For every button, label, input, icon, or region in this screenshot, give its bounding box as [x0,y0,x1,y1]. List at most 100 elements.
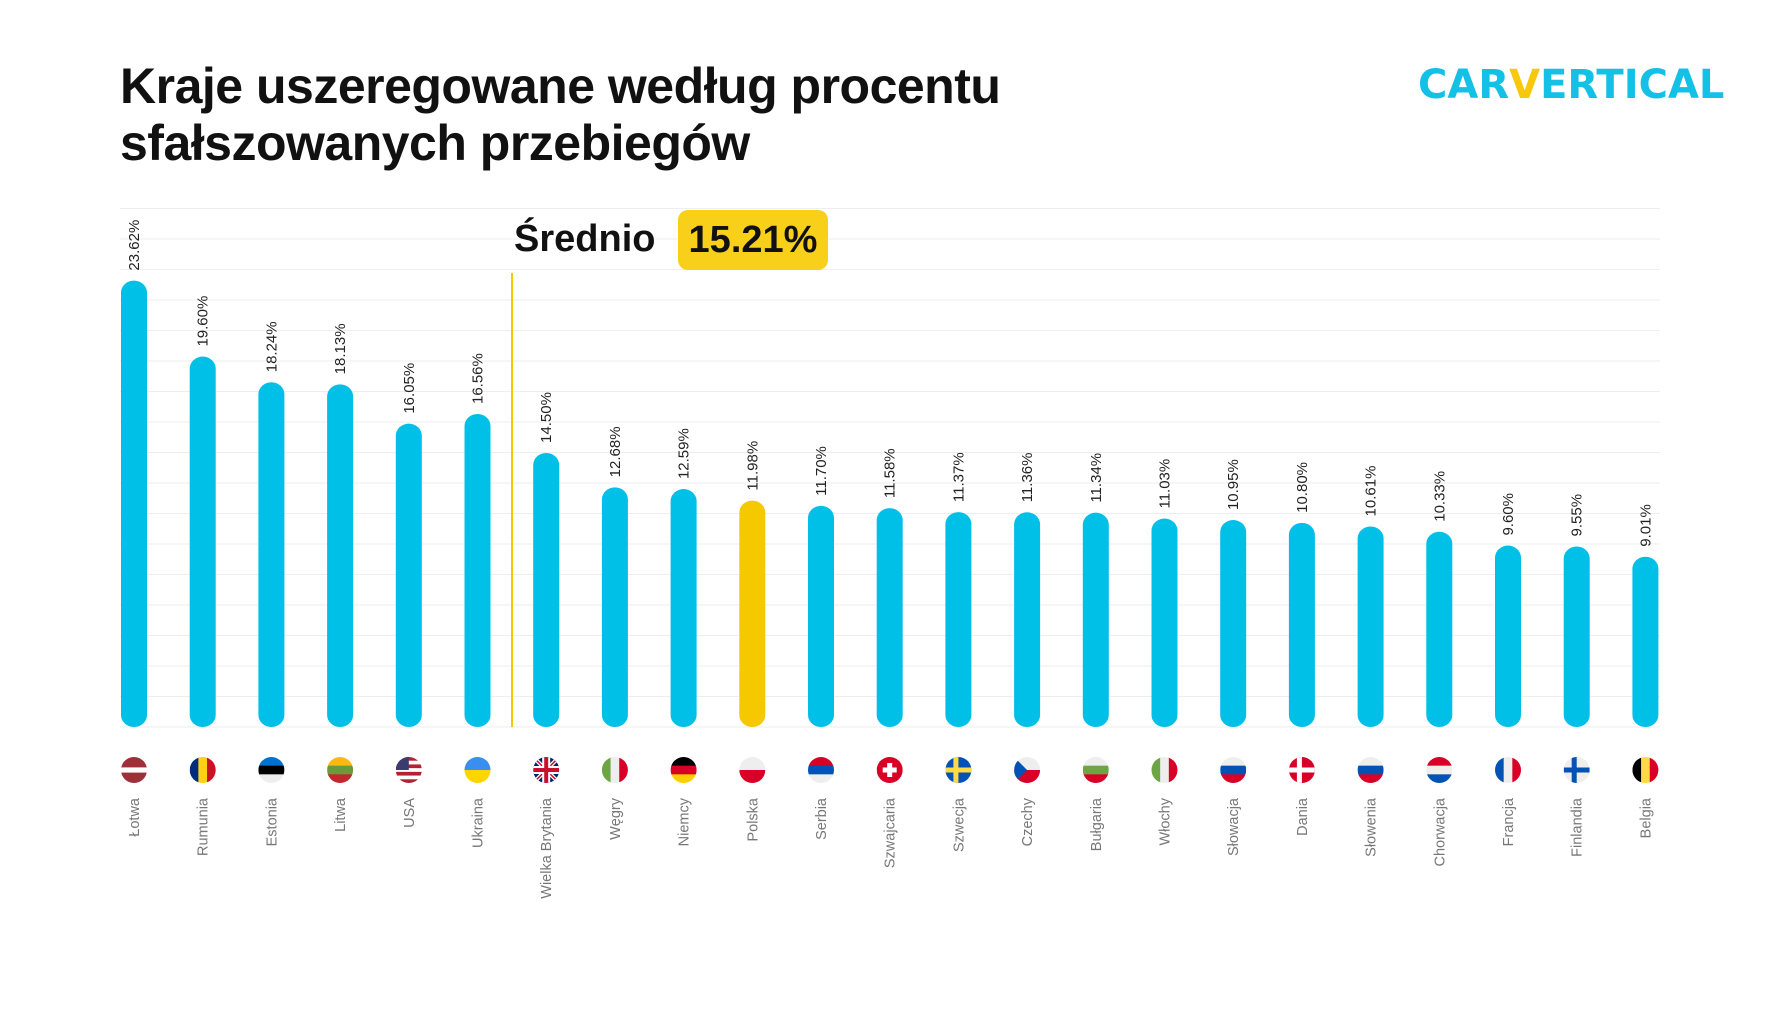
bar [1426,531,1453,727]
bar [533,452,560,727]
value-label: 10.95% [1225,459,1242,510]
bar [808,505,834,727]
category-label: USA [402,798,418,828]
finland-flag-icon [1563,757,1590,783]
bulgaria-flag-icon [1082,757,1109,783]
value-label: 18.13% [332,323,349,374]
category-label: Francja [1501,797,1517,846]
bar [121,280,147,727]
value-label: 9.01% [1637,504,1654,547]
logo-v: V [1509,62,1541,108]
value-label: 11.03% [1157,459,1174,509]
denmark-flag-icon [1288,757,1315,783]
bar [1082,512,1109,727]
value-label: 12.68% [607,426,624,477]
value-label: 18.24% [263,321,280,372]
category-label: Rumunia [196,797,212,856]
france-flag-icon [1495,757,1521,783]
category-label: Słowenia [1364,797,1380,857]
value-label: 9.60% [1500,493,1517,536]
value-label: 12.59% [676,428,693,479]
category-label: Szwajcaria [883,797,899,868]
slovenia-flag-icon [1357,757,1384,783]
category-label: Estonia [264,797,280,846]
bar [1632,556,1659,727]
bar [189,356,216,727]
bar [1014,512,1041,727]
category-label: Słowacja [1226,797,1242,856]
sweden-flag-icon [945,757,972,783]
slovakia-flag-icon [1220,757,1247,783]
bar [1151,518,1178,727]
category-label: Dania [1295,797,1311,836]
average-label: Średnio [514,218,656,260]
usa-flag-icon [395,757,422,783]
bar [670,489,697,727]
value-label: 16.56% [470,353,487,404]
category-label: Bułgaria [1089,797,1105,851]
bar [739,500,766,727]
ukraine-flag-icon [464,757,491,783]
category-label: Belgia [1638,797,1654,838]
value-label: 16.05% [401,363,418,414]
poland-flag-icon [739,757,766,783]
croatia-flag-icon [1426,757,1453,783]
romania-flag-icon [189,757,216,783]
logo-part: ERTICAL [1540,62,1725,108]
belgium-flag-icon [1632,757,1659,783]
latvia-flag-icon [121,757,147,783]
bar [1357,526,1384,727]
title-line-2: sfałszowanych przebiegów [120,115,750,171]
bar [395,423,422,727]
category-label: Finlandia [1570,797,1586,857]
chart-title: Kraje uszeregowane według procentu sfałs… [120,58,1001,172]
uk-flag-icon [533,757,560,783]
category-label: Niemcy [677,797,693,846]
carvertical-logo: CARVERTICAL [1418,62,1724,108]
bar [1220,520,1247,727]
bar [327,384,354,727]
bar [258,382,285,727]
category-label: Węgry [608,797,624,840]
bar [945,512,972,727]
title-line-1: Kraje uszeregowane według procentu [120,58,1001,114]
lithuania-flag-icon [327,757,354,783]
value-label: 11.36% [1019,453,1036,503]
category-label: Serbia [814,797,830,840]
category-label: Wielka Brytania [539,797,555,899]
value-label: 23.62% [126,220,143,271]
value-label: 11.37% [950,452,967,502]
category-label: Włochy [1158,797,1174,845]
category-label: Łotwa [127,797,143,837]
serbia-flag-icon [808,757,834,783]
bar [876,508,903,727]
bar [1495,545,1521,727]
logo-part: CAR [1418,62,1510,108]
category-label: Szwecja [951,797,967,852]
germany-flag-icon [670,757,697,783]
bar [601,487,628,727]
bar [1563,546,1590,727]
italy-flag-icon [601,757,628,783]
italy-flag-icon [1151,757,1178,783]
category-label: Czechy [1020,797,1036,846]
estonia-flag-icon [258,757,285,783]
category-label: Ukraina [471,797,487,848]
switzerland-flag-icon [876,757,903,783]
value-label: 11.34% [1088,453,1105,503]
value-label: 10.33% [1431,471,1448,522]
czechia-flag-icon [1014,757,1041,783]
average-value-badge: 15.21% [678,210,828,270]
bar [464,414,491,727]
category-label: Litwa [333,797,349,832]
value-label: 10.61% [1363,466,1380,517]
category-label: Chorwacja [1432,797,1448,866]
value-label: 11.98% [744,441,761,491]
value-label: 11.58% [882,448,899,498]
value-label: 9.55% [1569,494,1586,537]
bar [1288,522,1315,727]
value-label: 14.50% [538,392,555,443]
value-label: 10.80% [1294,462,1311,513]
value-label: 19.60% [195,296,212,347]
